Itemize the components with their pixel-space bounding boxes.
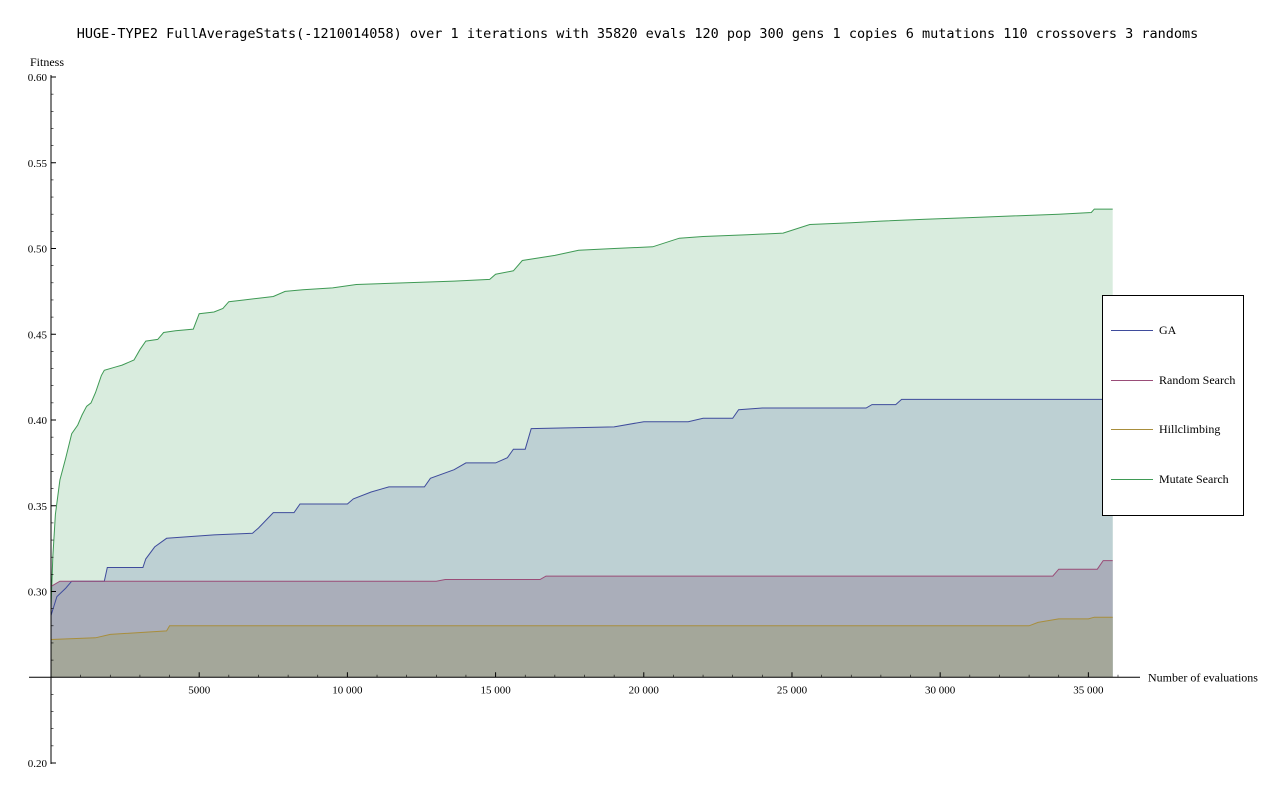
x-tick-label: 5000 [188, 684, 211, 696]
chart-title: HUGE-TYPE2 FullAverageStats(-1210014058)… [76, 26, 1199, 42]
legend-item-random-search: Random Search [1111, 372, 1235, 388]
axes: 0.20 0.30 0.35 0.40 0.45 0.50 0.55 0.60 5000 10 0… [28, 55, 1259, 770]
x-tick-label: 10 000 [332, 684, 363, 696]
line-ga [50, 398, 1113, 616]
y-tick-label: 0.30 [28, 587, 48, 599]
legend-swatch-hillclimbing [1111, 428, 1153, 430]
legend-swatch-mutate-search [1111, 478, 1153, 480]
y-tick-label: 0.20 [28, 758, 48, 770]
legend-label-mutate-search: Mutate Search [1159, 471, 1229, 486]
legend-item-ga: GA [1111, 322, 1176, 338]
y-tick-label: 0.40 [28, 415, 48, 427]
line-mutate-search [50, 208, 1113, 609]
legend-swatch-random-search [1111, 379, 1153, 381]
series-areas [51, 209, 1113, 678]
legend-label-ga: GA [1159, 322, 1177, 337]
x-tick-label: 20 000 [629, 684, 660, 696]
line-hillclimbing [50, 616, 1113, 640]
x-tick-label: 25 000 [777, 684, 808, 696]
y-tick-label: 0.35 [28, 501, 48, 513]
x-axis-label: Number of evaluations [1148, 670, 1258, 684]
legend-swatch-ga [1111, 329, 1153, 331]
y-tick-label: 0.45 [28, 329, 48, 341]
line-random-search [50, 560, 1113, 587]
legend-label-hillclimbing: Hillclimbing [1159, 421, 1221, 436]
legend-item-hillclimbing: Hillclimbing [1111, 421, 1220, 437]
y-tick-label: 0.60 [28, 72, 48, 84]
legend: GA Random Search Hillclimbing Mutate Sea… [1102, 295, 1244, 516]
x-tick-label: 15 000 [480, 684, 511, 696]
series-lines [50, 208, 1113, 640]
legend-item-mutate-search: Mutate Search [1111, 471, 1229, 487]
y-tick-label: 0.55 [28, 158, 48, 170]
legend-label-random-search: Random Search [1159, 372, 1236, 387]
y-tick-label: 0.50 [28, 244, 48, 256]
y-axis-label: Fitness [30, 55, 64, 69]
x-tick-label: 30 000 [925, 684, 956, 696]
area-hillclimbing [51, 617, 1113, 678]
x-tick-label: 35 000 [1073, 684, 1104, 696]
